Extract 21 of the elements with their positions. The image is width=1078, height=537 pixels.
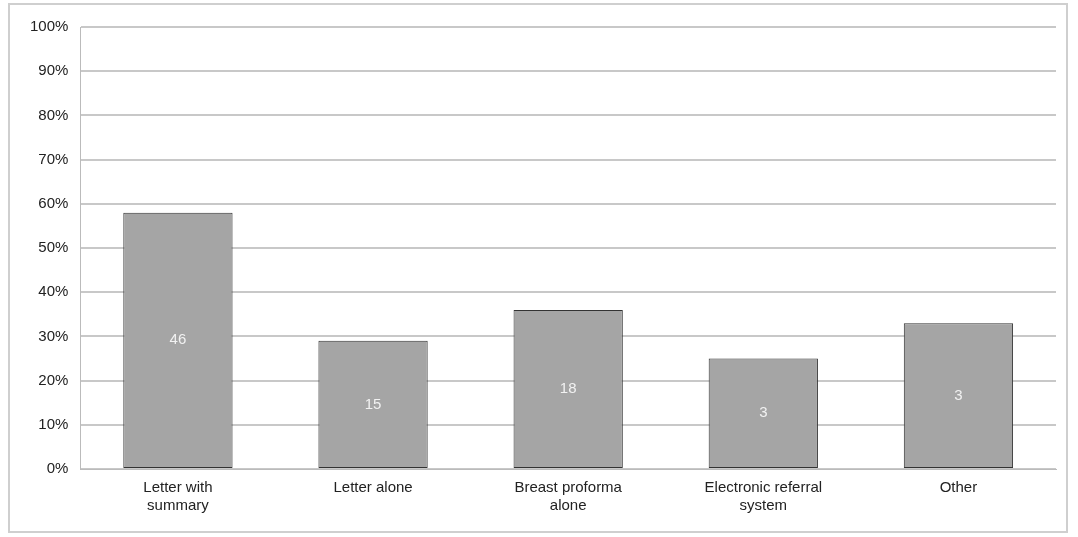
y-tick-label: 60%: [38, 193, 69, 211]
y-tick-label: 70%: [38, 149, 69, 167]
annotation: 46: [169, 330, 187, 348]
annotation: 3: [759, 403, 768, 421]
y-tick-label: 40%: [38, 282, 69, 300]
y-tick-label: 0%: [46, 459, 69, 477]
y-tick-label: 100%: [29, 17, 69, 35]
annotation: 18: [559, 379, 577, 397]
y-tick-label: 20%: [38, 370, 69, 388]
x-tick-label: Other: [939, 478, 978, 496]
annotation: 15: [364, 394, 382, 412]
x-tick-label: Letter alone: [333, 478, 413, 496]
x-tick-label: Breast proforma alone: [514, 478, 623, 514]
y-tick-label: 90%: [38, 61, 69, 79]
y-tick-label: 80%: [38, 105, 69, 123]
x-tick-label: Letter with summary: [143, 478, 213, 514]
y-tick-label: 10%: [38, 414, 69, 432]
x-tick-label: Electronic referral system: [704, 478, 823, 514]
y-tick-label: 50%: [38, 238, 69, 256]
annotation: 3: [954, 385, 963, 403]
y-tick-label: 30%: [38, 326, 69, 344]
